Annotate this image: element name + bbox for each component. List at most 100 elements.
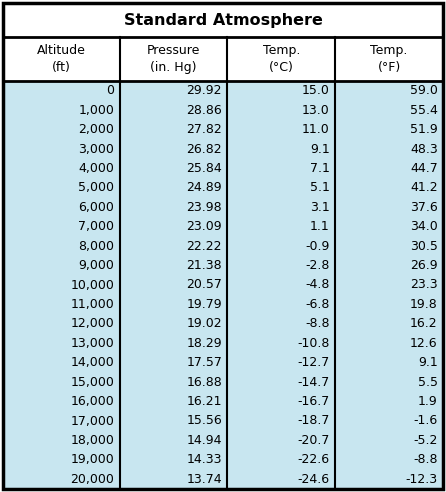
- Text: 55.4: 55.4: [410, 104, 438, 117]
- Text: 10,000: 10,000: [70, 278, 114, 291]
- Bar: [3, 450, 443, 469]
- Text: 3,000: 3,000: [78, 143, 114, 155]
- Text: 18,000: 18,000: [70, 434, 114, 447]
- Bar: [3, 198, 443, 217]
- Bar: [3, 3, 443, 37]
- Text: 17,000: 17,000: [70, 414, 114, 428]
- Text: 4,000: 4,000: [78, 162, 114, 175]
- Text: -1.6: -1.6: [413, 414, 438, 428]
- Text: Pressure
(in. Hg): Pressure (in. Hg): [147, 44, 200, 74]
- Text: 6,000: 6,000: [78, 201, 114, 214]
- Text: 14.33: 14.33: [186, 453, 222, 466]
- Bar: [3, 217, 443, 237]
- Text: 16,000: 16,000: [70, 395, 114, 408]
- Text: 7.1: 7.1: [310, 162, 330, 175]
- Text: 23.98: 23.98: [186, 201, 222, 214]
- Text: 9.1: 9.1: [418, 356, 438, 369]
- Text: 13.0: 13.0: [302, 104, 330, 117]
- Text: 16.2: 16.2: [410, 317, 438, 330]
- Bar: [3, 120, 443, 139]
- Text: 24.89: 24.89: [186, 182, 222, 194]
- Text: 22.22: 22.22: [186, 240, 222, 253]
- Bar: [3, 469, 443, 489]
- Bar: [3, 314, 443, 334]
- Text: -24.6: -24.6: [298, 473, 330, 486]
- Text: -8.8: -8.8: [306, 317, 330, 330]
- Text: 1.9: 1.9: [418, 395, 438, 408]
- Text: 13.74: 13.74: [186, 473, 222, 486]
- Text: 21.38: 21.38: [186, 259, 222, 272]
- Bar: [3, 159, 443, 178]
- Text: 5.5: 5.5: [417, 376, 438, 389]
- Bar: [3, 256, 443, 276]
- Bar: [3, 139, 443, 159]
- Text: -20.7: -20.7: [297, 434, 330, 447]
- Text: -16.7: -16.7: [297, 395, 330, 408]
- Text: 11,000: 11,000: [70, 298, 114, 311]
- Text: 34.0: 34.0: [410, 220, 438, 233]
- Text: 9.1: 9.1: [310, 143, 330, 155]
- Text: 9,000: 9,000: [78, 259, 114, 272]
- Text: Standard Atmosphere: Standard Atmosphere: [124, 12, 322, 28]
- Text: 5,000: 5,000: [78, 182, 114, 194]
- Text: 1,000: 1,000: [78, 104, 114, 117]
- Text: 26.82: 26.82: [186, 143, 222, 155]
- Text: -0.9: -0.9: [306, 240, 330, 253]
- Text: 19.8: 19.8: [410, 298, 438, 311]
- Text: -12.3: -12.3: [405, 473, 438, 486]
- Text: 59.0: 59.0: [410, 84, 438, 97]
- Text: Temp.
(°F): Temp. (°F): [371, 44, 408, 74]
- Bar: [3, 372, 443, 392]
- Text: 27.82: 27.82: [186, 123, 222, 136]
- Bar: [3, 411, 443, 430]
- Bar: [3, 295, 443, 314]
- Text: -6.8: -6.8: [306, 298, 330, 311]
- Text: 12,000: 12,000: [70, 317, 114, 330]
- Bar: [3, 237, 443, 256]
- Text: 20,000: 20,000: [70, 473, 114, 486]
- Text: 23.09: 23.09: [186, 220, 222, 233]
- Text: -12.7: -12.7: [297, 356, 330, 369]
- Text: 41.2: 41.2: [410, 182, 438, 194]
- Text: 37.6: 37.6: [410, 201, 438, 214]
- Text: 30.5: 30.5: [410, 240, 438, 253]
- Text: 2,000: 2,000: [78, 123, 114, 136]
- Text: -2.8: -2.8: [306, 259, 330, 272]
- Text: -22.6: -22.6: [298, 453, 330, 466]
- Text: 18.29: 18.29: [186, 337, 222, 350]
- Text: 5.1: 5.1: [310, 182, 330, 194]
- Bar: [3, 430, 443, 450]
- Text: 48.3: 48.3: [410, 143, 438, 155]
- Text: -10.8: -10.8: [297, 337, 330, 350]
- Text: -14.7: -14.7: [297, 376, 330, 389]
- Text: 19.02: 19.02: [186, 317, 222, 330]
- Text: -5.2: -5.2: [413, 434, 438, 447]
- Text: 19,000: 19,000: [70, 453, 114, 466]
- Text: 16.88: 16.88: [186, 376, 222, 389]
- Text: 25.84: 25.84: [186, 162, 222, 175]
- Text: 51.9: 51.9: [410, 123, 438, 136]
- Text: 14.94: 14.94: [186, 434, 222, 447]
- Text: 15.56: 15.56: [186, 414, 222, 428]
- Text: 8,000: 8,000: [78, 240, 114, 253]
- Text: Temp.
(°C): Temp. (°C): [263, 44, 300, 74]
- Text: 0: 0: [106, 84, 114, 97]
- Bar: [3, 334, 443, 353]
- Text: 16.21: 16.21: [186, 395, 222, 408]
- Text: 19.79: 19.79: [186, 298, 222, 311]
- Text: 13,000: 13,000: [70, 337, 114, 350]
- Bar: [3, 353, 443, 372]
- Text: 20.57: 20.57: [186, 278, 222, 291]
- Text: Altitude
(ft): Altitude (ft): [37, 44, 86, 74]
- Text: -18.7: -18.7: [297, 414, 330, 428]
- Bar: [3, 392, 443, 411]
- Bar: [3, 81, 443, 100]
- Text: 29.92: 29.92: [186, 84, 222, 97]
- Text: 28.86: 28.86: [186, 104, 222, 117]
- Text: 15,000: 15,000: [70, 376, 114, 389]
- Bar: [3, 37, 443, 81]
- Text: 7,000: 7,000: [78, 220, 114, 233]
- Text: 23.3: 23.3: [410, 278, 438, 291]
- Bar: [3, 178, 443, 198]
- Text: 14,000: 14,000: [70, 356, 114, 369]
